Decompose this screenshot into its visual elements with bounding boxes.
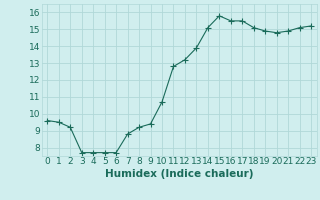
X-axis label: Humidex (Indice chaleur): Humidex (Indice chaleur) xyxy=(105,169,253,179)
